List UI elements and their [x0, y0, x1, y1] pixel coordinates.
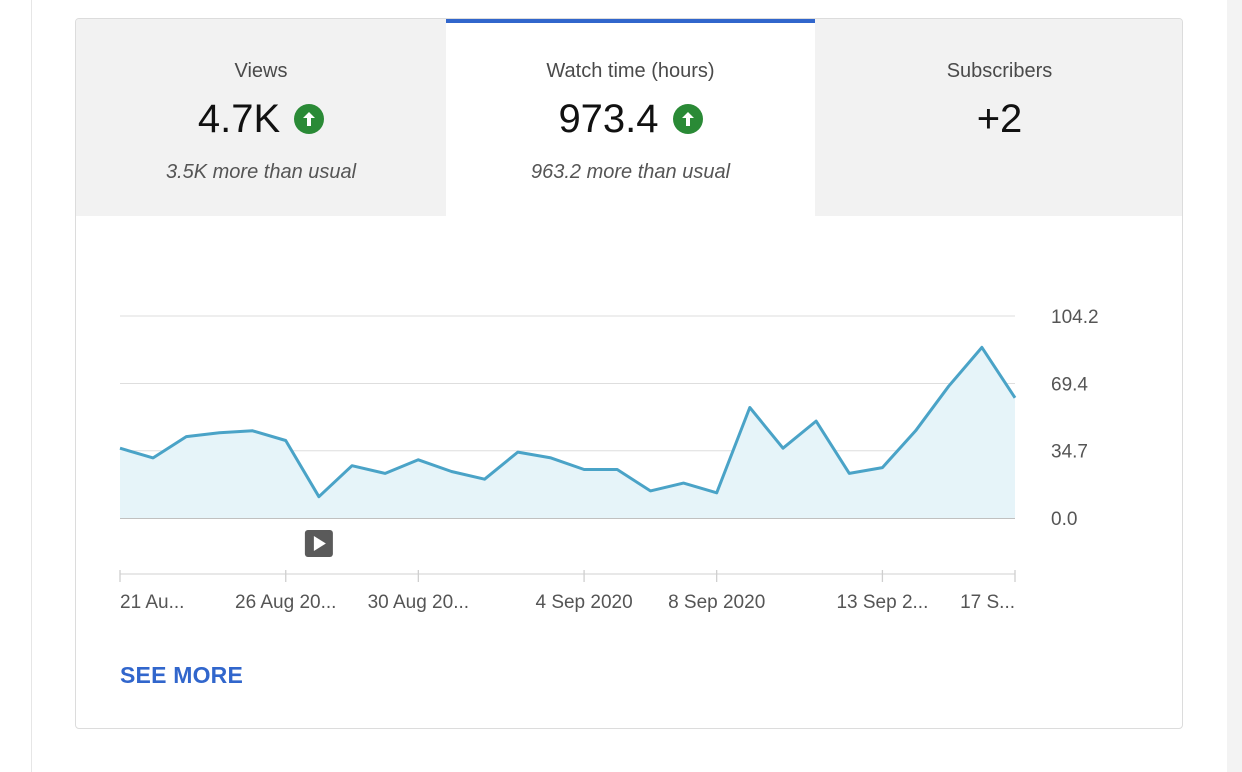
y-tick-label: 0.0	[1051, 509, 1077, 530]
x-tick-label: 30 Aug 20...	[368, 592, 469, 613]
tab-value: +2	[976, 97, 1023, 141]
y-tick-label: 34.7	[1051, 442, 1088, 463]
tab-note: 3.5K more than usual	[165, 161, 357, 183]
x-tick-label: 13 Sep 2...	[836, 592, 928, 613]
right-scrollbar-track[interactable]	[1227, 0, 1242, 772]
tab-note: 963.2 more than usual	[530, 161, 731, 183]
y-tick-label: 104.2	[1051, 307, 1099, 328]
metric-tabs: Views 4.7K 3.5K more than usual Watch ti…	[76, 19, 1182, 216]
arrow-up-icon	[672, 104, 703, 134]
tab-label: Views	[234, 60, 288, 82]
series-line	[119, 345, 1017, 499]
x-tick-label: 21 Au...	[120, 592, 184, 613]
x-tick-label: 17 S...	[960, 592, 1015, 613]
tab-subscribers[interactable]: Subscribers +2	[815, 19, 1182, 216]
x-tick-label: 26 Aug 20...	[235, 592, 336, 613]
analytics-card: Views 4.7K 3.5K more than usual Watch ti…	[75, 18, 1183, 729]
watch-time-chart: 104.2 69.4 34.7 0.0 21 Au... 26 Aug 20... 30 A…	[119, 307, 1099, 613]
tab-views[interactable]: Views 4.7K 3.5K more than usual	[76, 19, 446, 216]
tab-value: 4.7K	[197, 97, 281, 141]
x-tick-label: 4 Sep 2020	[535, 592, 632, 613]
y-tick-label: 69.4	[1051, 374, 1088, 395]
tab-label: Subscribers	[946, 60, 1053, 82]
left-divider	[31, 0, 32, 772]
see-more-link[interactable]: SEE MORE	[120, 662, 244, 688]
tab-watch-time[interactable]: Watch time (hours) 973.4 963.2 more than…	[446, 19, 815, 216]
x-tick-label: 8 Sep 2020	[668, 592, 765, 613]
arrow-up-icon	[294, 104, 325, 134]
play-icon	[313, 536, 326, 551]
tab-label: Watch time (hours)	[546, 60, 715, 82]
tab-value: 973.4	[558, 97, 659, 141]
